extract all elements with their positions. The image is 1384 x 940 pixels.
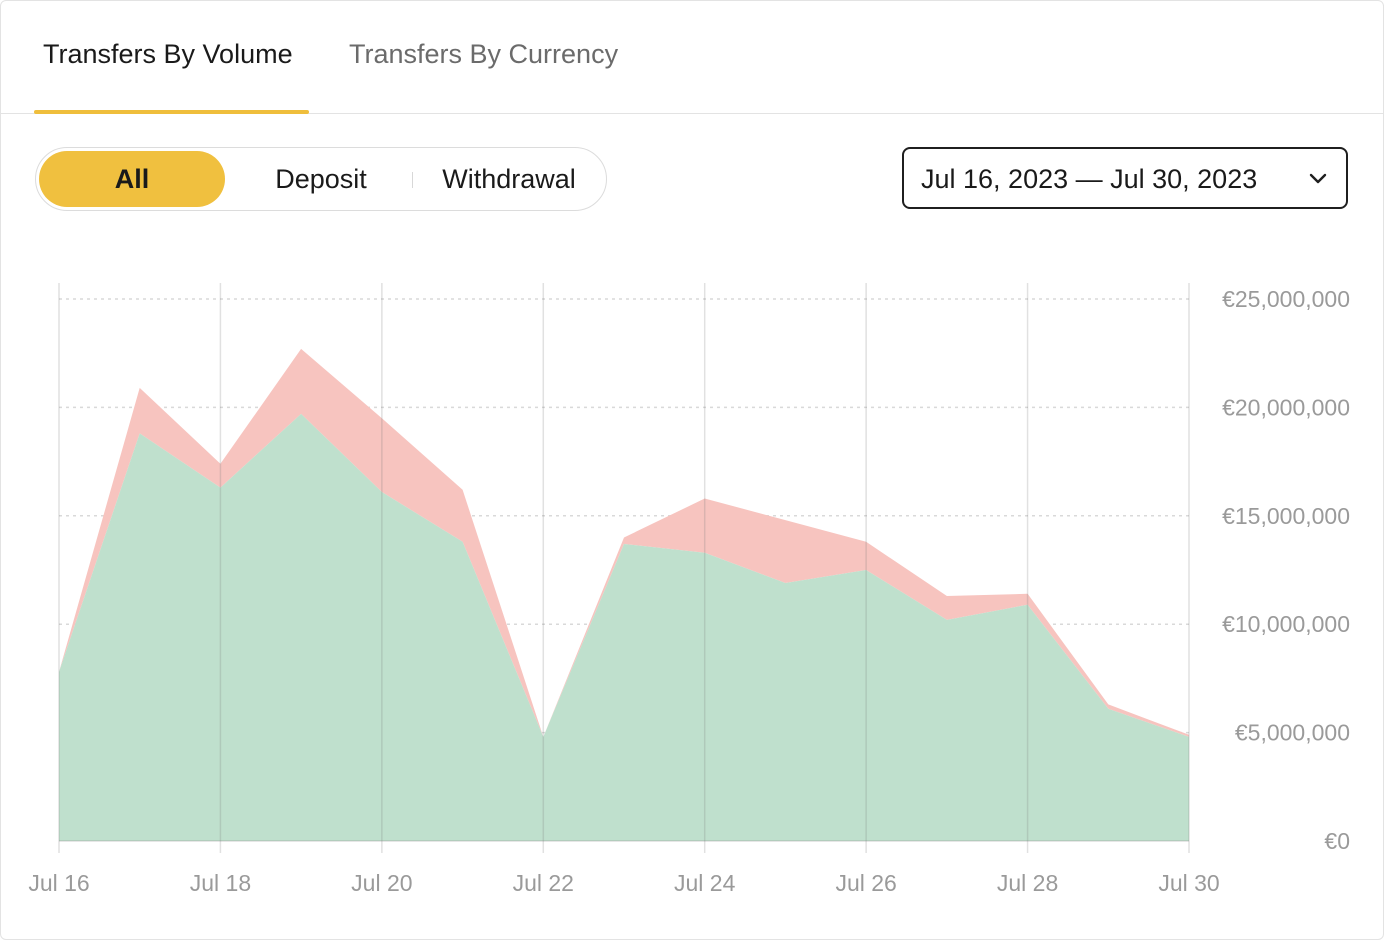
tab-transfers-by-currency[interactable]: Transfers By Currency [349, 39, 619, 69]
filter-all-button[interactable]: All [39, 151, 225, 207]
date-range-label: Jul 16, 2023 — Jul 30, 2023 [921, 164, 1258, 194]
date-range-picker[interactable]: Jul 16, 2023 — Jul 30, 2023 [902, 147, 1348, 209]
withdrawal-area [59, 348, 1189, 737]
x-tick-label: Jul 20 [351, 870, 412, 896]
x-tick-label: Jul 24 [674, 870, 736, 896]
transfer-type-filter: All Deposit Withdrawal [35, 147, 607, 211]
filter-withdrawal-button[interactable]: Withdrawal [442, 164, 576, 194]
active-tab-indicator [34, 110, 309, 114]
tab-transfers-by-volume[interactable]: Transfers By Volume [43, 39, 293, 69]
y-tick-label: €5,000,000 [1235, 720, 1350, 746]
chevron-down-icon [1309, 173, 1327, 184]
transfers-area-chart: Jul 16 Jul 18 Jul 20 Jul 22 Jul 24 Jul 26 Jul … [28, 283, 1350, 896]
y-tick-label: €0 [1324, 828, 1350, 854]
chart-vertical-lines [58, 283, 1190, 853]
y-tick-label: €20,000,000 [1222, 394, 1350, 420]
y-tick-label: €15,000,000 [1222, 503, 1350, 529]
x-tick-label: Jul 26 [835, 870, 896, 896]
tab-bar: Transfers By Volume Transfers By Currenc… [1, 1, 1383, 114]
x-tick-label: Jul 16 [28, 870, 89, 896]
x-axis: Jul 16 Jul 18 Jul 20 Jul 22 Jul 24 Jul 26 Jul … [28, 870, 1219, 896]
deposit-area [59, 413, 1189, 841]
chart-areas [59, 348, 1189, 841]
x-tick-label: Jul 30 [1158, 870, 1219, 896]
filter-divider [412, 172, 413, 188]
x-tick-label: Jul 18 [190, 870, 251, 896]
y-axis: €0 €5,000,000 €10,000,000 €15,000,000 €20,00… [1222, 286, 1350, 854]
x-tick-label: Jul 28 [997, 870, 1058, 896]
y-tick-label: €25,000,000 [1222, 286, 1350, 312]
y-tick-label: €10,000,000 [1222, 611, 1350, 637]
x-tick-label: Jul 22 [513, 870, 574, 896]
filter-deposit-button[interactable]: Deposit [275, 164, 367, 194]
